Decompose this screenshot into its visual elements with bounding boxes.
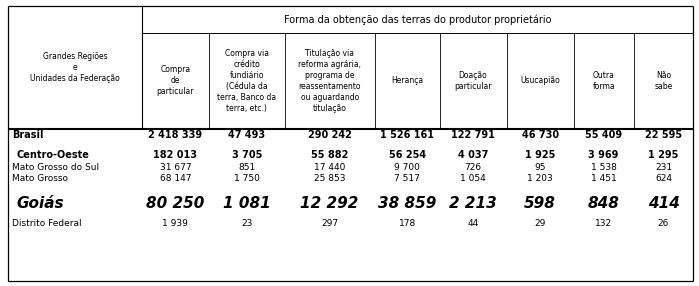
Text: 1 750: 1 750 [233, 174, 259, 183]
Text: 1 526 161: 1 526 161 [380, 130, 434, 140]
Text: 2 418 339: 2 418 339 [148, 130, 203, 140]
Text: 3 705: 3 705 [231, 150, 262, 160]
Text: 55 882: 55 882 [311, 150, 348, 160]
Text: 25 853: 25 853 [314, 174, 345, 183]
Text: 297: 297 [321, 219, 338, 228]
Text: 17 440: 17 440 [314, 163, 345, 172]
Text: 1 295: 1 295 [648, 150, 679, 160]
Text: 1 939: 1 939 [162, 219, 188, 228]
Text: 182 013: 182 013 [153, 150, 197, 160]
Text: 132: 132 [595, 219, 612, 228]
Text: 2 213: 2 213 [449, 196, 497, 211]
Text: 624: 624 [655, 174, 672, 183]
Text: Doação
particular: Doação particular [454, 71, 492, 91]
Text: Forma da obtenção das terras do produtor proprietário: Forma da obtenção das terras do produtor… [284, 14, 552, 25]
Text: 95: 95 [535, 163, 546, 172]
Text: Não
sabe: Não sabe [654, 71, 672, 91]
Text: 1 538: 1 538 [591, 163, 617, 172]
Text: 1 081: 1 081 [223, 196, 271, 211]
Text: 1 054: 1 054 [460, 174, 486, 183]
Text: 56 254: 56 254 [389, 150, 426, 160]
Text: 23: 23 [241, 219, 252, 228]
Text: 851: 851 [238, 163, 255, 172]
Text: 22 595: 22 595 [645, 130, 682, 140]
Text: Grandes Regiões
e
Unidades da Federação: Grandes Regiões e Unidades da Federação [30, 51, 120, 83]
Text: 46 730: 46 730 [521, 130, 559, 140]
Text: 38 859: 38 859 [378, 196, 436, 211]
Text: Usucapião: Usucapião [520, 76, 560, 85]
Text: 44: 44 [468, 219, 479, 228]
Text: Mato Grosso do Sul: Mato Grosso do Sul [12, 163, 99, 172]
Text: Goiás: Goiás [17, 196, 64, 211]
Text: 7 517: 7 517 [394, 174, 420, 183]
Text: 29: 29 [535, 219, 546, 228]
Text: Compra
de
particular: Compra de particular [157, 65, 194, 96]
Text: 68 147: 68 147 [159, 174, 191, 183]
Text: 414: 414 [647, 196, 679, 211]
Text: 1 925: 1 925 [525, 150, 556, 160]
Text: 1 203: 1 203 [527, 174, 553, 183]
Text: 26: 26 [658, 219, 669, 228]
Text: 9 700: 9 700 [394, 163, 420, 172]
Text: 12 292: 12 292 [301, 196, 359, 211]
Text: Centro-Oeste: Centro-Oeste [17, 150, 89, 160]
Text: Distrito Federal: Distrito Federal [12, 219, 82, 228]
Text: 122 791: 122 791 [451, 130, 495, 140]
Text: Compra via
crédito
fundiário
(Cédula da
terra, Banco da
terra, etc.): Compra via crédito fundiário (Cédula da … [217, 49, 276, 113]
Text: 178: 178 [398, 219, 416, 228]
Text: 4 037: 4 037 [458, 150, 489, 160]
Text: 31 677: 31 677 [159, 163, 191, 172]
Text: 55 409: 55 409 [585, 130, 622, 140]
Text: Outra
forma: Outra forma [592, 71, 615, 91]
Text: 3 969: 3 969 [589, 150, 619, 160]
Text: Brasil: Brasil [12, 130, 43, 140]
Text: 726: 726 [465, 163, 482, 172]
Text: 80 250: 80 250 [146, 196, 205, 211]
Text: Titulação via
reforma agrária,
programa de
reassentamento
ou aguardando
titulaçã: Titulação via reforma agrária, programa … [298, 49, 361, 113]
Text: 47 493: 47 493 [228, 130, 265, 140]
Text: 848: 848 [588, 196, 619, 211]
Text: 598: 598 [524, 196, 556, 211]
Text: Herança: Herança [391, 76, 423, 85]
Text: 231: 231 [655, 163, 672, 172]
Text: 1 451: 1 451 [591, 174, 617, 183]
Text: 290 242: 290 242 [308, 130, 352, 140]
Text: Mato Grosso: Mato Grosso [12, 174, 68, 183]
